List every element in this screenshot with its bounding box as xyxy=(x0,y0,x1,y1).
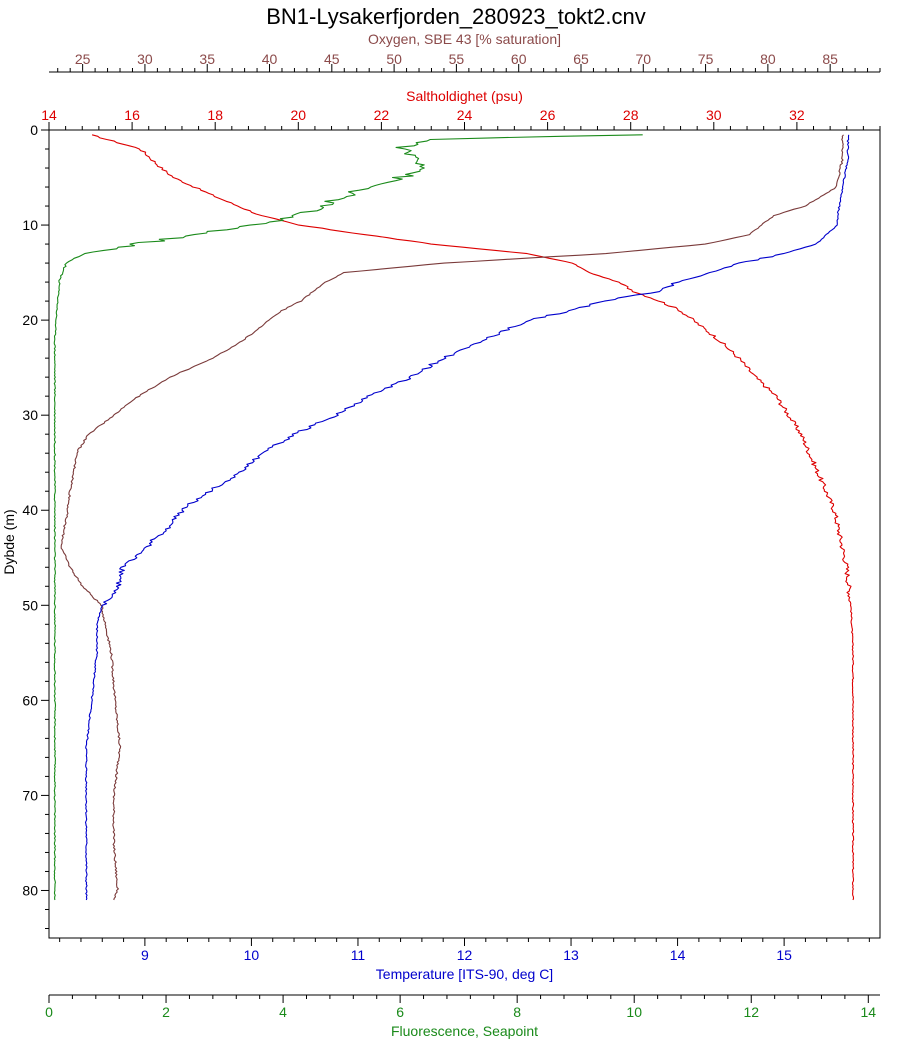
fluorescence-tick-label: 10 xyxy=(626,1004,642,1020)
temperature-series-line xyxy=(84,134,850,901)
salinity-axis-title: Saltholdighet (psu) xyxy=(406,88,523,104)
fluorescence-axis: 0 2 4 6 8 10 12 14 Fluorescence, Seapoint xyxy=(45,994,880,1039)
salinity-tick-label: 14 xyxy=(41,107,57,123)
oxygen-tick-label: 45 xyxy=(324,51,340,67)
salinity-tick-label: 24 xyxy=(457,107,473,123)
depth-tick-label: 80 xyxy=(22,882,38,898)
temperature-axis-title: Temperature [ITS-90, deg C] xyxy=(376,966,553,982)
oxygen-tick-label: 40 xyxy=(262,51,278,67)
oxygen-tick-label: 60 xyxy=(511,51,527,67)
salinity-tick-label: 28 xyxy=(623,107,639,123)
oxygen-tick-label: 35 xyxy=(199,51,215,67)
fluorescence-tick-label: 12 xyxy=(743,1004,759,1020)
temperature-tick-label: 12 xyxy=(457,947,473,963)
oxygen-tick-label: 65 xyxy=(573,51,589,67)
salinity-axis: 14 16 18 20 22 24 26 28 30 32 Saltholdighet (psu) xyxy=(41,88,881,130)
depth-tick-label: 70 xyxy=(22,787,38,803)
temperature-tick-label: 9 xyxy=(141,947,149,963)
oxygen-tick-label: 70 xyxy=(635,51,651,67)
depth-axis-title: Dybde (m) xyxy=(1,509,17,574)
series-layer xyxy=(53,134,855,901)
depth-tick-label: 30 xyxy=(22,407,38,423)
oxygen-series-line xyxy=(60,134,844,901)
salinity-tick-label: 30 xyxy=(706,107,722,123)
salinity-tick-label: 32 xyxy=(789,107,805,123)
fluorescence-tick-label: 4 xyxy=(279,1004,287,1020)
depth-tick-label: 20 xyxy=(22,312,38,328)
salinity-tick-label: 18 xyxy=(207,107,223,123)
oxygen-tick-label: 25 xyxy=(75,51,91,67)
oxygen-axis: 25 30 35 40 45 50 55 60 65 70 75 80 85 Oxygen, SBE 43… xyxy=(49,31,881,73)
salinity-series-line xyxy=(91,134,855,901)
oxygen-tick-label: 85 xyxy=(822,51,838,67)
depth-tick-label: 40 xyxy=(22,502,38,518)
oxygen-tick-label: 30 xyxy=(137,51,153,67)
chart-title: BN1-Lysakerfjorden_280923_tokt2.cnv xyxy=(266,4,646,29)
salinity-tick-label: 16 xyxy=(124,107,140,123)
oxygen-tick-label: 50 xyxy=(386,51,402,67)
fluorescence-tick-label: 6 xyxy=(396,1004,404,1020)
fluorescence-series-line xyxy=(53,134,643,901)
salinity-tick-label: 22 xyxy=(374,107,390,123)
fluorescence-axis-title: Fluorescence, Seapoint xyxy=(391,1023,538,1039)
fluorescence-tick-label: 14 xyxy=(861,1004,877,1020)
temperature-tick-label: 10 xyxy=(244,947,260,963)
depth-tick-label: 10 xyxy=(22,217,38,233)
oxygen-tick-label: 75 xyxy=(698,51,714,67)
fluorescence-tick-label: 8 xyxy=(513,1004,521,1020)
depth-tick-label: 50 xyxy=(22,597,38,613)
fluorescence-tick-label: 0 xyxy=(45,1004,53,1020)
salinity-tick-label: 26 xyxy=(540,107,556,123)
depth-tick-label: 0 xyxy=(30,122,38,138)
temperature-axis: 9 10 11 12 13 14 15 Temperature [ITS-90, deg C] xyxy=(59,938,870,982)
temperature-tick-label: 14 xyxy=(670,947,686,963)
temperature-tick-label: 13 xyxy=(563,947,579,963)
oxygen-axis-title: Oxygen, SBE 43 [% saturation] xyxy=(368,31,561,47)
salinity-tick-label: 20 xyxy=(291,107,307,123)
depth-tick-label: 60 xyxy=(22,692,38,708)
depth-axis: 0 10 20 30 40 50 60 70 80 Dybde (m) xyxy=(1,122,49,929)
fluorescence-tick-label: 2 xyxy=(162,1004,170,1020)
oxygen-tick-label: 55 xyxy=(449,51,465,67)
temperature-tick-label: 11 xyxy=(351,947,366,963)
temperature-tick-label: 15 xyxy=(776,947,792,963)
oxygen-tick-label: 80 xyxy=(760,51,776,67)
